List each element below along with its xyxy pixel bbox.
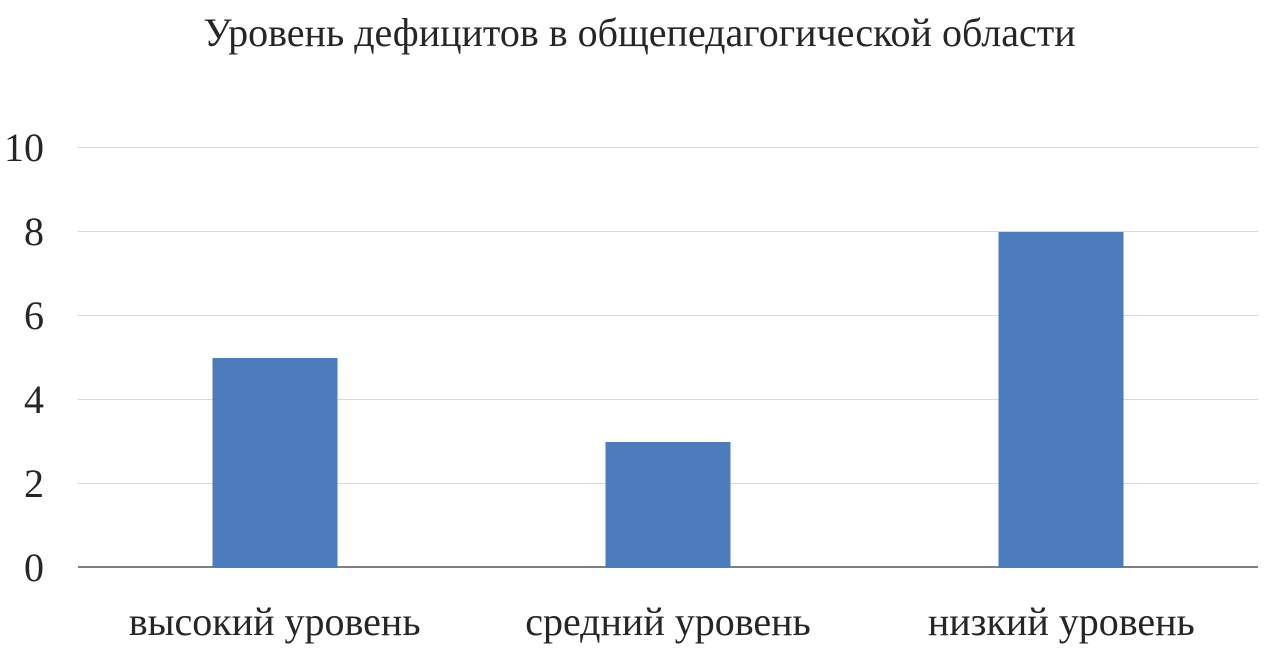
y-tick-label-0: 0 <box>24 545 44 590</box>
chart-title: Уровень дефицитов в общепедагогической о… <box>203 10 1076 55</box>
x-category-label-2: средний уровень <box>525 599 811 644</box>
y-axis: 0 2 4 6 8 10 <box>0 128 46 588</box>
gridline-10 <box>78 147 1258 148</box>
bar-column-2 <box>471 148 864 568</box>
x-category-label-3: низкий уровень <box>927 599 1195 644</box>
x-category-label-1: высокий уровень <box>128 599 421 644</box>
y-tick-label-8: 8 <box>24 209 44 254</box>
y-tick-label-10: 10 <box>4 125 44 170</box>
x-axis-labels: высокий уровень средний уровень низкий уро… <box>78 600 1258 644</box>
gridline-4 <box>78 399 1258 400</box>
bar-column-1 <box>78 148 471 568</box>
y-tick-label-4: 4 <box>24 377 44 422</box>
bar-2 <box>605 442 731 568</box>
gridline-8 <box>78 231 1258 232</box>
y-tick-label-6: 6 <box>24 293 44 338</box>
bar-column-3 <box>865 148 1258 568</box>
bar-1 <box>212 358 338 568</box>
plot-area <box>78 147 1258 568</box>
gridline-6 <box>78 315 1258 316</box>
y-tick-label-2: 2 <box>24 461 44 506</box>
bar-3 <box>998 232 1124 568</box>
